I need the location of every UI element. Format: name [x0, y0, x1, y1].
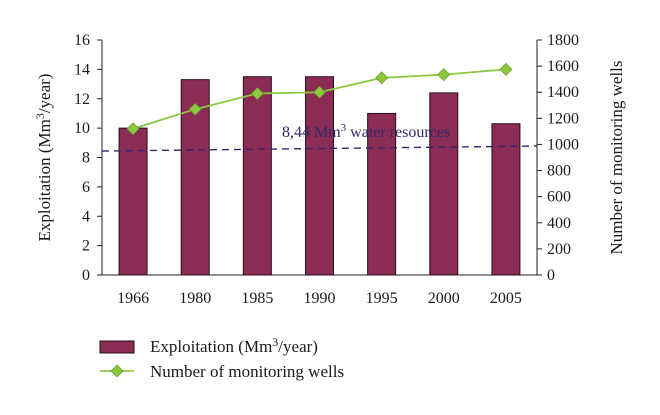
bar-exploitation: [118, 127, 148, 276]
right-tick-label: 1400: [547, 84, 579, 101]
marker-monitoring-wells: [188, 102, 202, 116]
x-tick-label: 1985: [241, 290, 273, 307]
legend-label-wells: Number of monitoring wells: [150, 362, 344, 381]
right-tick-label: 800: [547, 163, 571, 180]
legend-swatch-exploitation: [99, 340, 135, 354]
reference-line-label: 8,44 Mm3 water resources: [282, 122, 450, 141]
legend-swatch-marker-wells: [110, 364, 124, 378]
marker-monitoring-wells: [437, 68, 451, 82]
right-tick-label: 1000: [547, 136, 579, 153]
x-tick-label: 2005: [490, 290, 522, 307]
right-tick-label: 400: [547, 215, 571, 232]
marker-monitoring-wells: [499, 62, 513, 76]
right-tick-label: 200: [547, 241, 571, 258]
left-tick-label: 14: [74, 61, 90, 78]
right-tick-label: 1600: [547, 58, 579, 75]
left-tick-label: 4: [82, 208, 90, 225]
left-tick-label: 8: [82, 150, 90, 167]
right-tick-label: 600: [547, 189, 571, 206]
x-tick-label: 1995: [366, 290, 398, 307]
legend-label-exploitation: Exploitation (Mm3/year): [150, 335, 318, 356]
left-tick-label: 10: [74, 120, 90, 137]
x-tick-label: 2000: [428, 290, 460, 307]
x-tick-label: 1966: [117, 290, 149, 307]
bar-exploitation: [242, 76, 272, 276]
bar-exploitation: [367, 112, 397, 276]
left-tick-label: 6: [82, 179, 90, 196]
marker-monitoring-wells: [375, 71, 389, 85]
left-tick-label: 2: [82, 238, 90, 255]
left-tick-label: 16: [74, 32, 90, 49]
left-tick-label: 12: [74, 91, 90, 108]
left-axis-title: Exploitation (Mm3/year): [33, 74, 54, 242]
marker-monitoring-wells: [250, 87, 264, 100]
right-tick-label: 0: [547, 267, 555, 284]
x-tick-label: 1990: [304, 290, 336, 307]
x-tick-label: 1980: [179, 290, 211, 307]
right-axis-title: Number of monitoring wells: [607, 60, 626, 254]
right-tick-label: 1800: [547, 32, 579, 49]
reference-line: [101, 145, 538, 152]
marker-monitoring-wells: [126, 122, 140, 136]
marker-monitoring-wells: [313, 85, 326, 99]
left-tick-label: 0: [82, 267, 90, 284]
bar-exploitation: [429, 92, 459, 276]
right-tick-label: 1200: [547, 110, 579, 127]
bar-exploitation: [305, 76, 334, 276]
bar-exploitation: [491, 123, 521, 276]
